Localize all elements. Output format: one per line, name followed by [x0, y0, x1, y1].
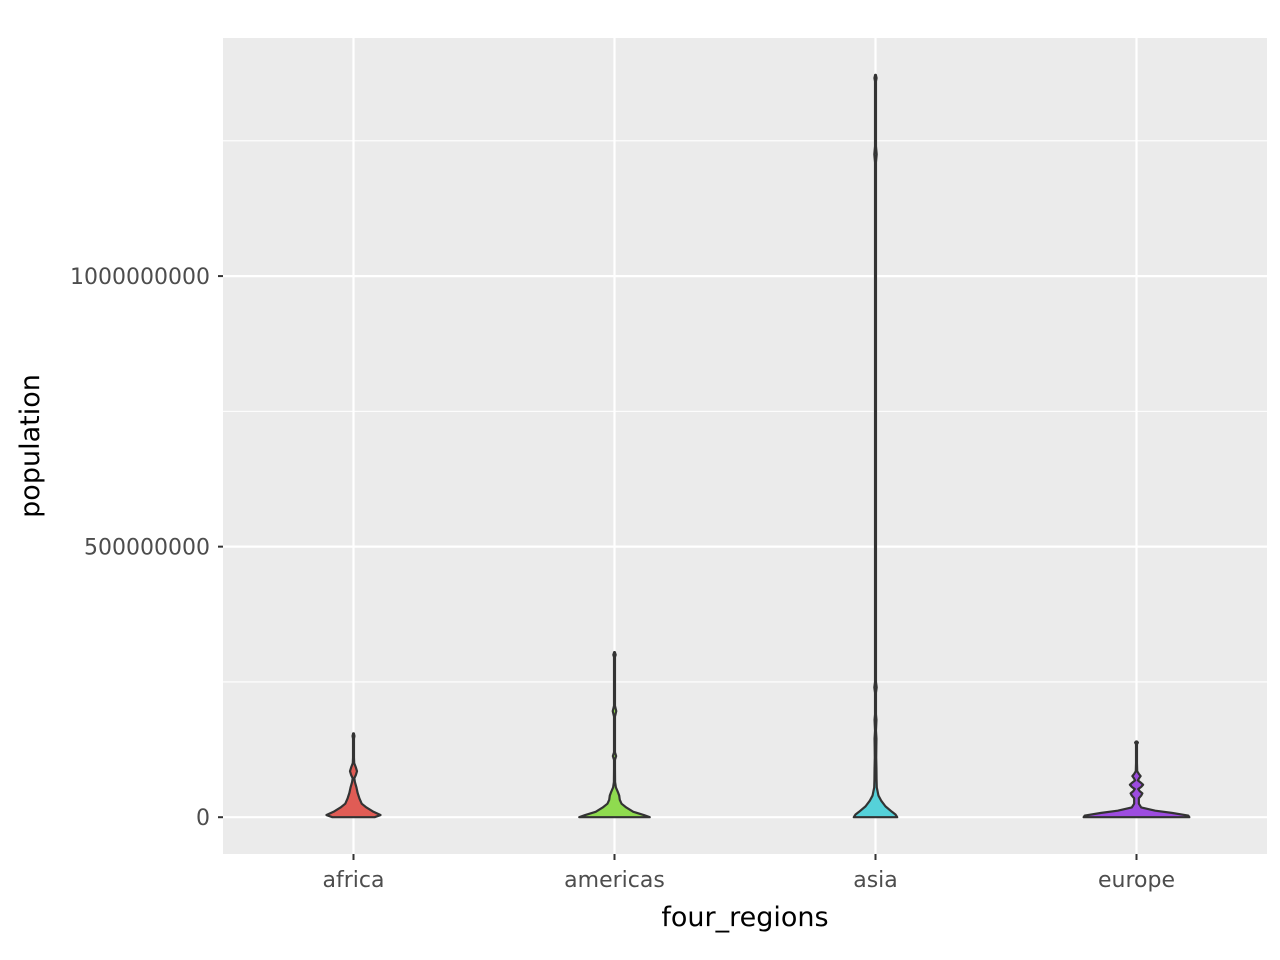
- x-tick-label-africa: africa: [323, 868, 385, 893]
- violin-europe: [1082, 740, 1191, 819]
- y-axis: 0 500000000 1000000000: [70, 265, 223, 831]
- violins: [325, 73, 1191, 819]
- violin-africa: [325, 732, 382, 819]
- x-axis-title: four_regions: [661, 902, 828, 933]
- y-tick-label: 0: [196, 806, 210, 831]
- panel-background: [223, 38, 1267, 854]
- x-tick-label-asia: asia: [853, 868, 898, 893]
- x-tick-label-americas: americas: [564, 868, 665, 893]
- x-tick-label-europe: europe: [1098, 868, 1175, 893]
- x-axis: africa americas asia europe: [323, 854, 1175, 893]
- violin-americas: [578, 651, 651, 819]
- y-axis-title: population: [15, 374, 46, 518]
- y-tick-label: 500000000: [84, 536, 210, 561]
- y-tick-label: 1000000000: [70, 265, 210, 290]
- minor-gridlines: [223, 140, 1267, 683]
- violin-asia: [852, 73, 899, 819]
